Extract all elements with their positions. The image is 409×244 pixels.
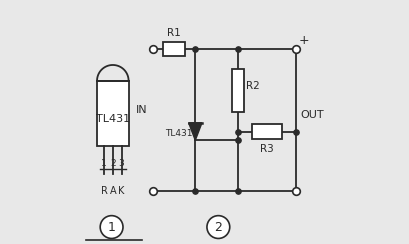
- Text: 2: 2: [110, 159, 115, 168]
- Text: 1: 1: [108, 221, 115, 234]
- Bar: [251, 124, 281, 139]
- Text: OUT: OUT: [300, 110, 323, 120]
- Text: A: A: [109, 186, 116, 196]
- Circle shape: [207, 216, 229, 238]
- Text: IN: IN: [136, 105, 148, 115]
- Text: R1: R1: [167, 28, 180, 38]
- Bar: [163, 42, 184, 57]
- Text: R2: R2: [246, 81, 259, 91]
- Bar: [231, 69, 243, 112]
- Text: TL431: TL431: [96, 114, 130, 124]
- Bar: [97, 81, 128, 146]
- Text: TL431: TL431: [165, 130, 192, 138]
- Text: K: K: [118, 186, 124, 196]
- Text: R3: R3: [259, 144, 273, 154]
- Circle shape: [100, 216, 123, 238]
- Polygon shape: [188, 123, 202, 140]
- Text: 2: 2: [214, 221, 222, 234]
- Text: +: +: [298, 34, 309, 47]
- Text: 3: 3: [119, 159, 124, 168]
- Text: 1: 1: [101, 159, 107, 168]
- Text: R: R: [100, 186, 107, 196]
